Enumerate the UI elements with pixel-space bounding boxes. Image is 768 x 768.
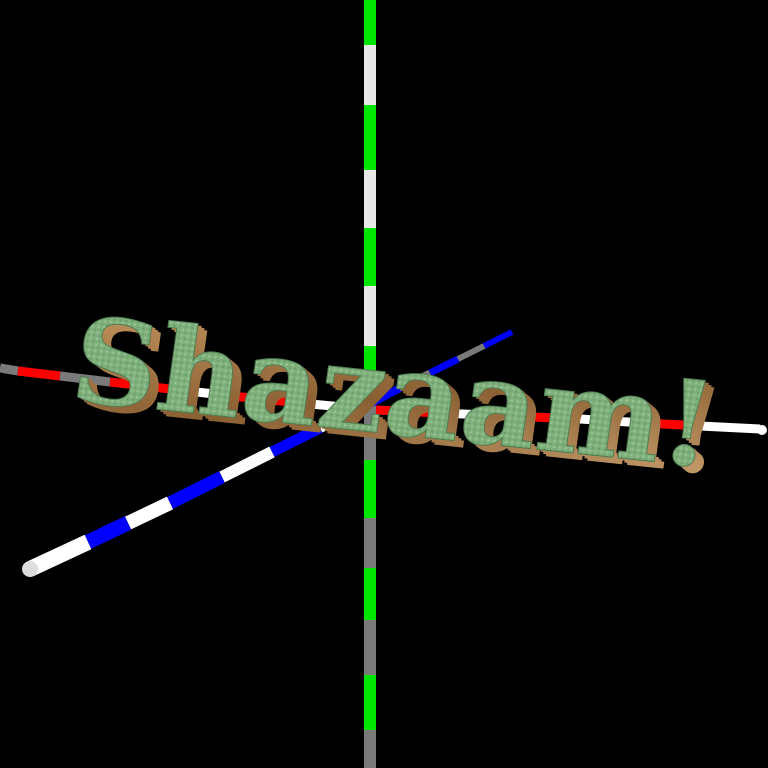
x-axis-cap bbox=[757, 425, 767, 435]
y-axis-seg bbox=[364, 45, 376, 105]
y-axis-seg bbox=[364, 568, 376, 620]
z-axis-seg bbox=[26, 534, 92, 577]
y-axis-seg bbox=[364, 402, 376, 460]
z-axis-seg bbox=[124, 496, 174, 530]
z-axis-seg bbox=[428, 355, 460, 377]
x-axis-seg bbox=[509, 411, 581, 424]
z-axis-seg bbox=[219, 446, 275, 483]
x-axis bbox=[0, 363, 767, 435]
z-axis-cap bbox=[22, 561, 38, 577]
x-axis-seg bbox=[644, 418, 701, 431]
x-axis-seg bbox=[17, 366, 61, 381]
x-axis-seg bbox=[109, 377, 171, 394]
y-axis-seg bbox=[364, 620, 376, 675]
y-axis-seg bbox=[364, 105, 376, 170]
z-axis-seg bbox=[456, 343, 486, 362]
x-axis-seg bbox=[579, 414, 646, 428]
z-axis-seg bbox=[167, 471, 225, 509]
y-axis-seg bbox=[364, 0, 376, 45]
x-axis-seg bbox=[59, 371, 111, 387]
x-axis-seg bbox=[169, 384, 233, 401]
y-axis-seg bbox=[364, 675, 376, 730]
x-axis-seg bbox=[231, 391, 301, 408]
z-axis-seg bbox=[368, 384, 402, 408]
y-axis-seg bbox=[364, 460, 376, 518]
z-axis-seg bbox=[269, 423, 323, 457]
y-axis-seg bbox=[364, 170, 376, 228]
x-axis-seg bbox=[375, 405, 441, 418]
x-axis-seg bbox=[439, 408, 511, 421]
z-axis-seg bbox=[84, 516, 132, 549]
z-axis bbox=[22, 329, 514, 577]
y-axis-seg bbox=[364, 518, 376, 568]
z-axis-seg bbox=[482, 329, 514, 349]
z-axis-seg bbox=[317, 404, 363, 433]
y-axis-seg bbox=[364, 730, 376, 768]
y-axis bbox=[364, 0, 376, 768]
x-axis-seg bbox=[0, 363, 19, 376]
x-axis-seg bbox=[699, 421, 761, 434]
y-axis-seg bbox=[364, 228, 376, 286]
y-axis-seg bbox=[364, 346, 376, 402]
y-axis-seg bbox=[364, 286, 376, 346]
z-axis-seg bbox=[398, 369, 432, 392]
